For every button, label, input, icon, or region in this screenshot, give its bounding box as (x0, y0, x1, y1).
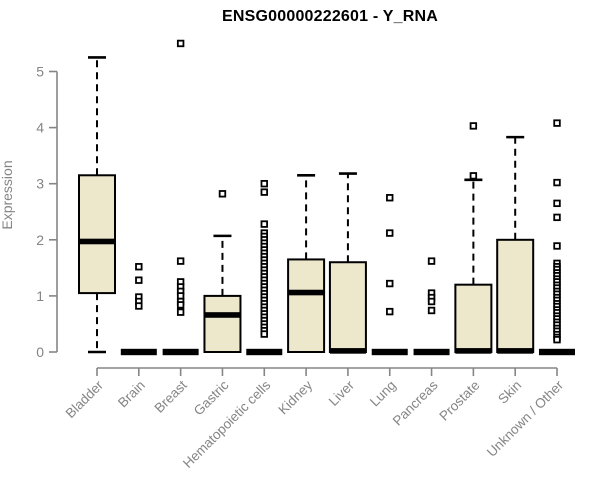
outlier-point (176, 257, 185, 265)
x-category-label: Lung (367, 378, 399, 410)
x-category-label: Bladder (63, 377, 107, 421)
y-axis-title: Expression (0, 160, 15, 230)
median-line (455, 348, 492, 354)
iqr-box (496, 238, 535, 353)
outlier-point (553, 178, 561, 187)
iqr-box (78, 174, 116, 295)
median-line (79, 238, 115, 245)
median-line (413, 348, 450, 356)
median-line (329, 348, 366, 354)
median-line (162, 348, 199, 356)
y-tick-label: 3 (36, 176, 44, 192)
box-prostate (454, 122, 493, 354)
iqr-box (454, 283, 493, 353)
x-category-label: Kidney (275, 377, 315, 417)
outlier-point (553, 242, 561, 250)
x-category-label: Gastric (191, 377, 232, 418)
outlier-point (427, 306, 436, 315)
x-category-label: Breast (152, 377, 190, 415)
chart-title: ENSG00000222601 - Y_RNA (222, 8, 438, 25)
y-axis: 0 1 2 3 4 5 (36, 64, 58, 360)
outlier-point (260, 188, 268, 196)
box-pancreas (413, 257, 450, 356)
box-kidney (287, 173, 326, 353)
iqr-box (328, 261, 367, 353)
box-lung (371, 194, 408, 356)
outlier-point (218, 190, 227, 198)
outlier-point (469, 122, 478, 130)
iqr-box (287, 258, 326, 353)
outlier-point (135, 263, 143, 271)
x-category-label: Prostate (436, 378, 482, 424)
box-brain (120, 263, 157, 356)
x-category-label: Pancreas (390, 377, 441, 428)
median-line (288, 289, 325, 296)
x-category-label: Unknown / Other (484, 377, 567, 460)
y-tick-label: 5 (36, 64, 44, 80)
outlier-point (260, 179, 268, 188)
outlier-point (386, 194, 394, 202)
y-tick-label: 2 (36, 232, 44, 248)
box-unknown-other (539, 119, 576, 356)
box-liver (328, 172, 367, 354)
x-category-label: Liver (326, 377, 358, 409)
box-bladder (78, 56, 116, 354)
box-hematopoietic-cells (246, 179, 283, 356)
box-skin (496, 135, 535, 354)
median-line (120, 348, 157, 356)
outlier-point (427, 257, 436, 265)
outlier-point (386, 279, 394, 288)
outlier-point (553, 199, 561, 208)
outlier-point (427, 297, 436, 306)
outlier-point (260, 330, 268, 338)
outlier-point (135, 302, 143, 310)
outlier-point (386, 307, 394, 316)
outlier-point (553, 335, 561, 344)
iqr-box (203, 294, 242, 353)
median-line (497, 348, 534, 354)
outlier-point (135, 276, 143, 284)
y-tick-label: 0 (36, 344, 44, 360)
outlier-point (553, 119, 561, 127)
outlier-point (176, 39, 185, 48)
box-breast (162, 39, 199, 356)
median-line (246, 348, 283, 356)
y-tick-label: 1 (36, 288, 44, 304)
outlier-point (553, 213, 561, 222)
y-tick-label: 4 (36, 120, 44, 136)
outlier-point (386, 229, 394, 237)
outlier-point (469, 172, 478, 180)
outlier-point (260, 220, 268, 228)
median-line (204, 312, 241, 318)
x-category-label: Brain (115, 378, 148, 411)
median-line (371, 348, 408, 356)
median-line (539, 348, 576, 356)
outlier-point (176, 301, 185, 309)
x-category-label: Skin (495, 378, 524, 407)
outlier-point (176, 308, 185, 316)
box-gastric (203, 190, 242, 353)
